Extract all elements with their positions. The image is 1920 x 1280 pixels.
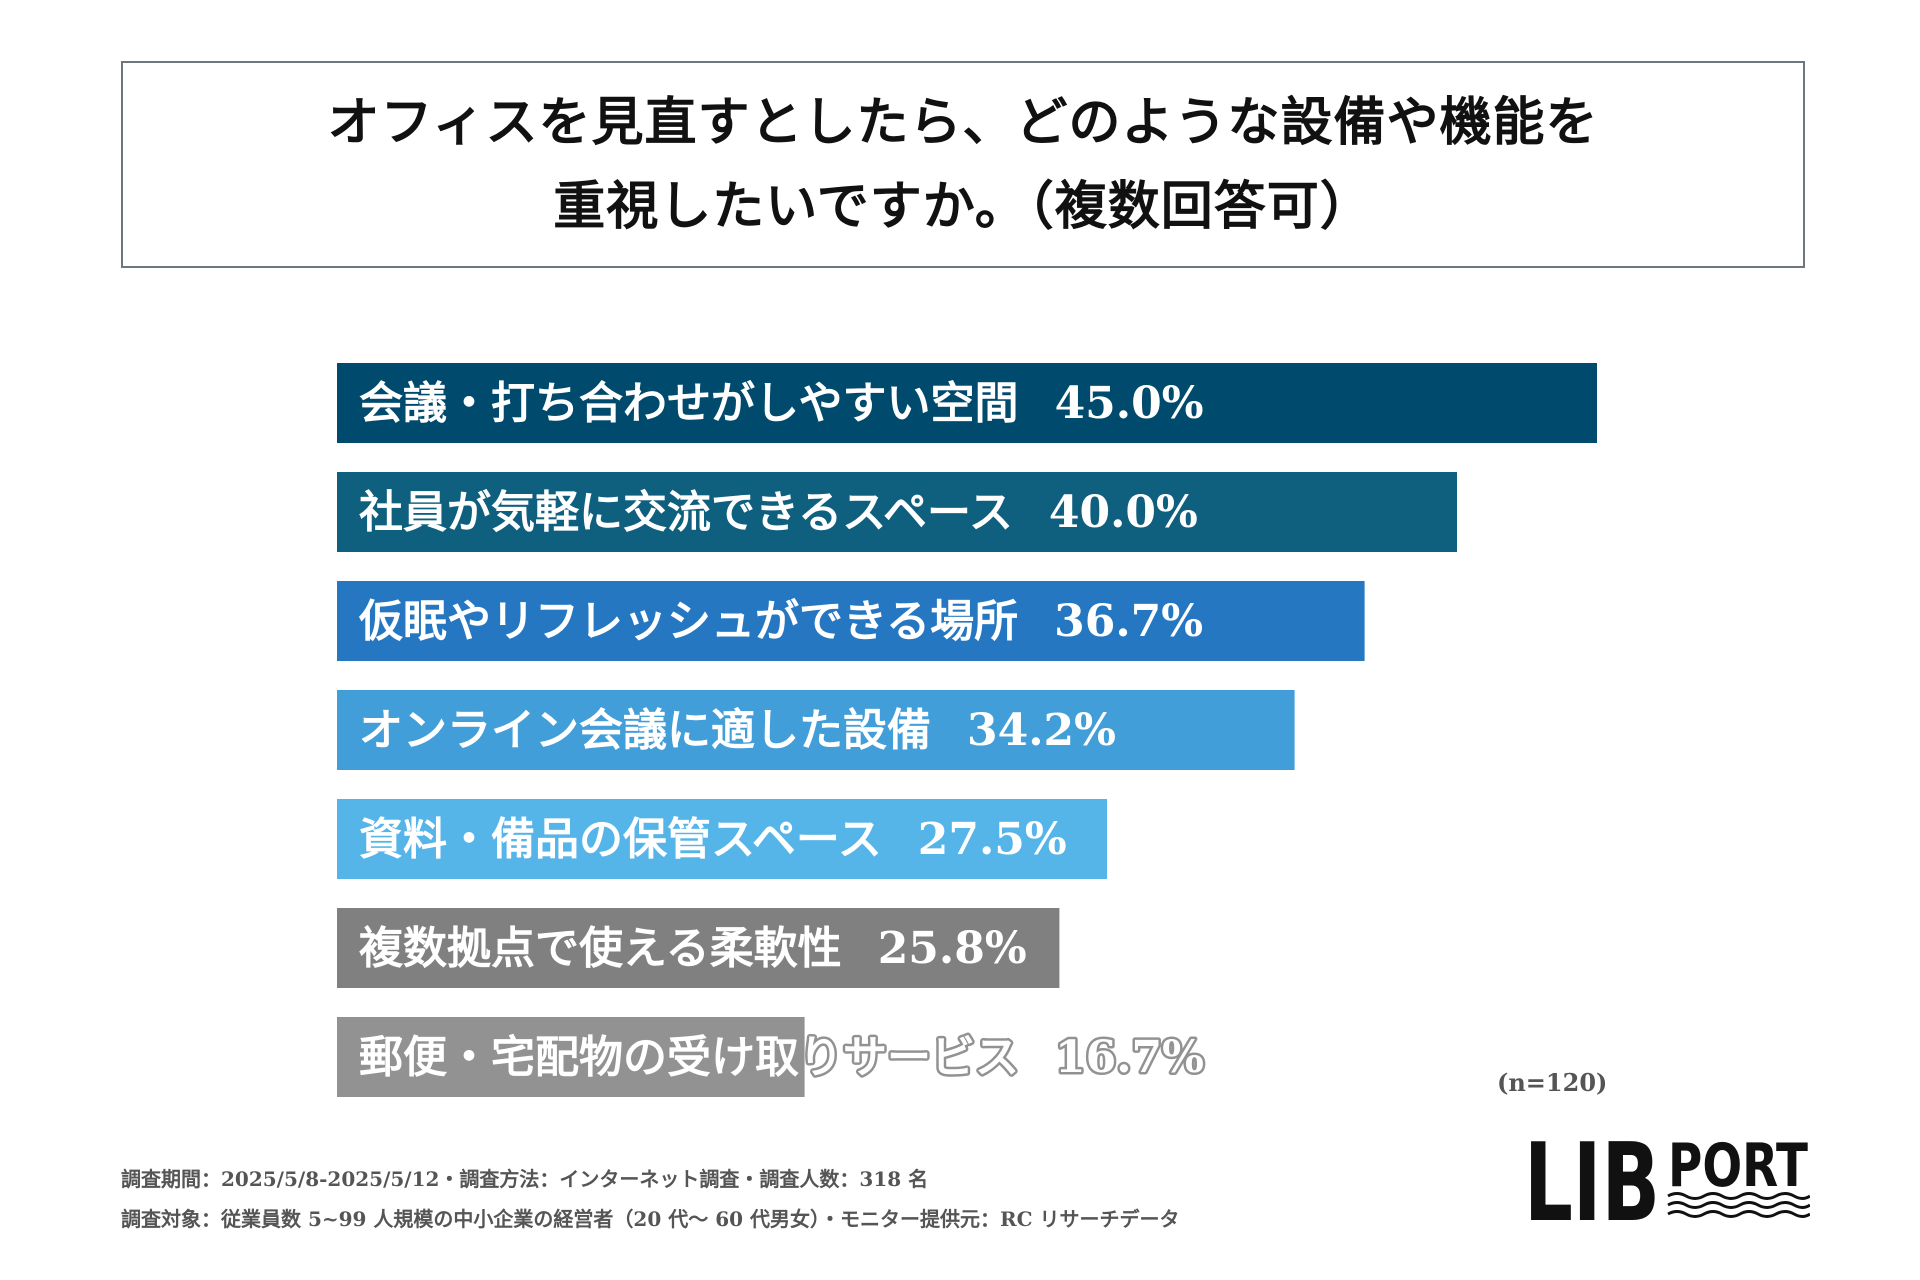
category-label-6: 複数拠点で使える柔軟性 [359,923,842,974]
value-label-4: 34.2% [967,705,1116,756]
category-label-7: 郵便・宅配物の受け取りサービス [359,1032,1019,1083]
category-label-5: 資料・備品の保管スペース [359,814,882,865]
value-label-2: 40.0% [1049,487,1198,538]
title-line-1: オフィスを見直すとしたら、どのような設備や機能を [327,91,1599,153]
bar-5 [337,799,1107,879]
category-label-4: オンライン会議に適した設備 [359,705,931,756]
value-label-1: 45.0% [1055,378,1204,429]
value-label-7: 16.7% [1055,1032,1204,1083]
bar-4 [337,690,1295,770]
bar-6 [337,908,1060,988]
bar-1 [337,363,1597,443]
bar-label-6: 複数拠点で使える柔軟性 25.8% [359,923,1027,974]
bar-7 [337,1017,805,1097]
category-label-3: 仮眠やリフレッシュができる場所 [358,596,1018,647]
title-box: オフィスを見直すとしたら、どのような設備や機能を 重視したいですか。（複数回答可… [121,61,1805,268]
logo-port-text: PORT [1668,1131,1808,1201]
bar-label-7: 郵便・宅配物の受け取りサービス 16.7% [359,1032,1204,1083]
footnote-period: 調査期間：2025/5/8-2025/5/12・調査方法：インターネット調査・調… [121,1167,929,1191]
title-line-2: 重視したいですか。（複数回答可） [553,175,1373,237]
bar-2 [337,472,1457,552]
logo-wave-icon [1667,1192,1810,1218]
libport-logo: LIB PORT [1524,1128,1810,1224]
category-label-2: 社員が気軽に交流できるスペース [359,487,1013,538]
footnote-target: 調査対象：従業員数 5~99 人規模の中小企業の経営者（20 代～ 60 代男女… [121,1207,1180,1231]
bar-label-1: 会議・打ち合わせがしやすい空間 45.0% [359,378,1204,429]
bar-label-2: 社員が気軽に交流できるスペース 40.0% [359,487,1198,538]
value-label-3: 36.7% [1054,596,1203,647]
category-label-1: 会議・打ち合わせがしやすい空間 [359,378,1019,429]
value-label-5: 27.5% [918,814,1067,865]
bar-label-4: オンライン会議に適した設備 34.2% [359,705,1116,756]
value-label-6: 25.8% [878,923,1027,974]
bar-label-5: 資料・備品の保管スペース 27.5% [359,814,1067,865]
bar-3 [337,581,1365,661]
bar-label-3: 仮眠やリフレッシュができる場所 36.7% [358,596,1203,647]
logo-lib-text: LIB [1524,1128,1660,1224]
sample-size: (n=120) [1497,1068,1608,1097]
